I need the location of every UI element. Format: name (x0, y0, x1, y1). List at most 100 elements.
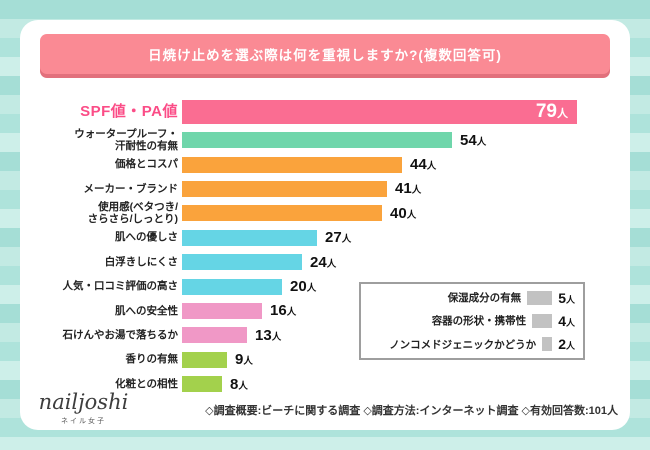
value-label: 54人 (460, 132, 486, 149)
value-label: 13人 (255, 327, 281, 344)
inset-row: ノンコメドジェニックかどうか 2人 (369, 333, 575, 356)
value-unit: 人 (557, 108, 568, 120)
inset-bar (527, 290, 553, 305)
value-label: 79人 (536, 101, 568, 123)
chart-row: 肌への優しさ 27人 (38, 226, 624, 250)
bar-wrap: 41人 (182, 180, 421, 197)
category-label: SPF値・PA値 (80, 103, 178, 120)
value-unit: 人 (238, 380, 248, 392)
value-unit: 人 (306, 283, 317, 295)
value-number: 16 (270, 302, 287, 320)
bar (182, 229, 317, 246)
bar (182, 254, 302, 271)
chart-row: 価格とコスパ 44人 (38, 152, 624, 176)
value-number: 8 (230, 375, 239, 393)
bar (182, 180, 387, 197)
category-label: 香りの有無 (125, 353, 179, 366)
chart-card: 日焼け止めを選ぶ際は何を重視しますか?(複数回答可) SPF値・PA値 79人 … (20, 20, 630, 430)
value-number: 79 (535, 101, 557, 122)
bar-wrap: 40人 (182, 205, 416, 222)
value-unit: 人 (286, 307, 297, 319)
category-label: 肌への優しさ (115, 231, 178, 244)
category-label: ウォータープルーフ・ 汗耐性の有無 (74, 127, 178, 153)
minor-items-box: 保湿成分の有無 5人 容器の形状・携帯性 4人 ノンコメドジェニックかどうか 2… (359, 282, 585, 360)
chart-row: 肌への安全性 16人 (38, 299, 624, 323)
value-number: 20 (290, 278, 307, 296)
inset-value-unit: 人 (565, 294, 575, 305)
value-unit: 人 (341, 234, 352, 246)
value-label: 8人 (230, 376, 248, 393)
category-label: 人気・口コミ評価の高さ (62, 280, 179, 293)
bar-wrap: 24人 (182, 254, 336, 271)
value-label: 16人 (270, 302, 296, 319)
bar-wrap: 9人 (182, 351, 253, 368)
inset-value-number: 4 (558, 312, 566, 329)
chart-row: ウォータープルーフ・ 汗耐性の有無 54人 (38, 127, 624, 153)
value-label: 27人 (325, 229, 351, 246)
inset-category-label: 容器の形状・携帯性 (431, 315, 527, 328)
value-number: 40 (390, 204, 407, 222)
inset-bar (532, 313, 553, 328)
category-label: 化粧との相性 (115, 377, 178, 390)
value-unit: 人 (406, 209, 417, 221)
value-number: 27 (325, 229, 342, 247)
inset-value-unit: 人 (565, 317, 575, 328)
value-number: 41 (395, 180, 412, 198)
survey-note: ◇調査概要:ビーチに関する調査 ◇調査方法:インターネット調査 ◇有効回答数:1… (205, 405, 618, 417)
value-unit: 人 (271, 331, 282, 343)
inset-row: 保湿成分の有無 5人 (369, 286, 575, 309)
chart-row: 石けんやお湯で落ちるか 13人 (38, 323, 624, 347)
bar (182, 278, 282, 295)
value-unit: 人 (326, 258, 337, 270)
bar (182, 351, 227, 368)
inset-value-number: 5 (558, 289, 566, 306)
title-banner: 日焼け止めを選ぶ際は何を重視しますか?(複数回答可) (40, 34, 610, 74)
bar (182, 156, 402, 173)
value-label: 40人 (390, 205, 416, 222)
value-unit: 人 (411, 185, 422, 197)
bar (182, 327, 247, 344)
inset-bar (542, 337, 553, 352)
bar-chart: SPF値・PA値 79人 ウォータープルーフ・ 汗耐性の有無 54人 価格とコス… (38, 98, 624, 396)
bar (182, 376, 222, 393)
chart-row: 白浮きしにくさ 24人 (38, 250, 624, 274)
chart-title: 日焼け止めを選ぶ際は何を重視しますか?(複数回答可) (148, 48, 502, 63)
chart-row: 使用感(ベタつき/ さらさら/しっとり) 40人 (38, 200, 624, 226)
category-label: 使用感(ベタつき/ さらさら/しっとり) (87, 200, 178, 226)
value-number: 24 (310, 253, 327, 271)
value-unit: 人 (243, 356, 253, 368)
bar: 79人 (182, 100, 577, 124)
value-label: 24人 (310, 254, 336, 271)
inset-value-label: 4人 (558, 313, 575, 329)
value-unit: 人 (426, 161, 437, 173)
bar (182, 302, 262, 319)
chart-row: SPF値・PA値 79人 (38, 98, 624, 126)
bar-wrap: 16人 (182, 302, 296, 319)
value-label: 20人 (290, 278, 316, 295)
value-label: 44人 (410, 156, 436, 173)
footer: nailjoshi ネイル女子 ◇調査概要:ビーチに関する調査 ◇調査方法:イン… (36, 392, 618, 426)
inset-category-label: 保湿成分の有無 (447, 292, 522, 305)
inset-value-number: 2 (558, 336, 566, 353)
inset-category-label: ノンコメドジェニックかどうか (389, 338, 537, 351)
value-label: 9人 (235, 351, 253, 368)
bar-wrap: 44人 (182, 156, 436, 173)
bar-wrap: 13人 (182, 327, 281, 344)
bar (182, 132, 452, 149)
bar-wrap: 20人 (182, 278, 316, 295)
logo-text: nailjoshi (38, 390, 129, 414)
inset-value-label: 5人 (558, 290, 575, 306)
chart-row: 化粧との相性 8人 (38, 372, 624, 396)
category-label: 価格とコスパ (115, 158, 178, 171)
bar-wrap: 8人 (182, 376, 248, 393)
bar-wrap: 79人 (182, 100, 577, 124)
value-number: 9 (235, 351, 244, 369)
value-label: 41人 (395, 180, 421, 197)
category-label: メーカー・ブランド (83, 182, 179, 195)
nailjoshi-logo: nailjoshi ネイル女子 (36, 392, 131, 426)
category-label: 肌への安全性 (115, 304, 178, 317)
logo-subtext: ネイル女子 (61, 418, 106, 425)
value-number: 13 (255, 326, 272, 344)
inset-row: 容器の形状・携帯性 4人 (369, 309, 575, 332)
chart-row: 香りの有無 9人 (38, 348, 624, 372)
